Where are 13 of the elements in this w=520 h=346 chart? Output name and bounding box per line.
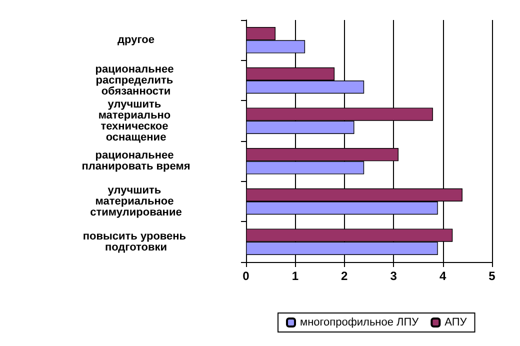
y-tick-label: улучшить материальное стимулирование: [90, 184, 182, 218]
x-tick-label: 5: [488, 269, 496, 283]
legend-label: многопрофильное ЛПУ: [300, 316, 420, 328]
y-tick-label: другое: [118, 34, 154, 46]
x-tick-label: 0: [242, 269, 250, 283]
x-tick-label: 2: [341, 269, 348, 283]
y-tick-label: улучшить материально техническое оснащение: [98, 98, 174, 144]
x-tick-label: 3: [390, 269, 398, 283]
legend-label: АПУ: [444, 316, 468, 328]
x-tick-label: 4: [439, 269, 446, 283]
y-tick-label: рациональнее планировать время: [82, 150, 190, 173]
x-tick-label: 1: [292, 269, 299, 283]
y-tick-label: повысить уровень подготовки: [82, 230, 190, 254]
